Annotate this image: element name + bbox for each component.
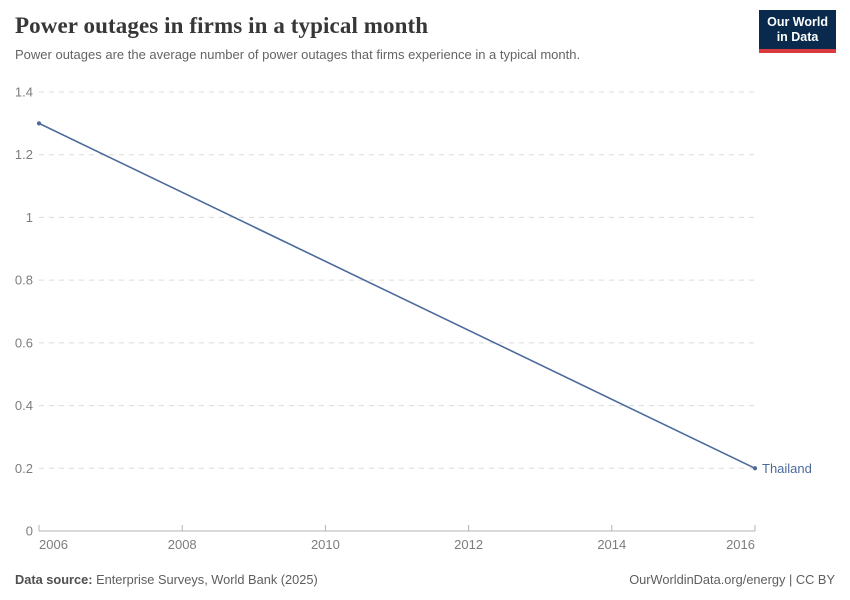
owid-logo-line2: in Data <box>776 30 819 44</box>
svg-text:2012: 2012 <box>454 537 483 552</box>
owid-logo[interactable]: Our World in Data <box>759 10 836 53</box>
svg-text:2008: 2008 <box>168 537 197 552</box>
chart-footer: Data source: Enterprise Surveys, World B… <box>15 572 835 587</box>
series-end-point[interactable] <box>752 466 758 471</box>
page-title: Power outages in firms in a typical mont… <box>15 13 429 38</box>
svg-text:2010: 2010 <box>311 537 340 552</box>
y-axis-labels: 0 0.2 0.4 0.6 0.8 1 1.2 1.4 <box>15 85 33 539</box>
svg-text:0.6: 0.6 <box>15 335 33 350</box>
svg-text:1.4: 1.4 <box>15 85 33 100</box>
svg-text:0.4: 0.4 <box>15 398 33 413</box>
chart-subtitle: Power outages are the average number of … <box>15 47 581 62</box>
x-axis-labels: 2006 2008 2010 2012 2014 2016 <box>39 537 755 552</box>
series-start-point[interactable] <box>36 121 42 126</box>
svg-text:0.2: 0.2 <box>15 461 33 476</box>
data-source: Data source: Enterprise Surveys, World B… <box>15 572 318 587</box>
license-link[interactable]: OurWorldinData.org/energy | CC BY <box>629 572 835 587</box>
svg-text:1: 1 <box>26 210 33 225</box>
data-source-value: Enterprise Surveys, World Bank (2025) <box>96 572 318 587</box>
gridlines <box>39 91 755 469</box>
series-label[interactable]: Thailand <box>762 461 812 476</box>
svg-text:1.2: 1.2 <box>15 147 33 162</box>
x-axis <box>38 525 756 532</box>
chart-header: Power outages in firms in a typical mont… <box>15 13 760 62</box>
svg-text:0: 0 <box>26 524 33 539</box>
owid-logo-line1: Our World <box>767 15 828 29</box>
series-line-thailand[interactable] <box>38 122 756 470</box>
svg-text:2006: 2006 <box>39 537 68 552</box>
svg-text:2016: 2016 <box>726 537 755 552</box>
svg-text:0.8: 0.8 <box>15 273 33 288</box>
data-source-label: Data source: <box>15 572 93 587</box>
svg-text:2014: 2014 <box>597 537 626 552</box>
